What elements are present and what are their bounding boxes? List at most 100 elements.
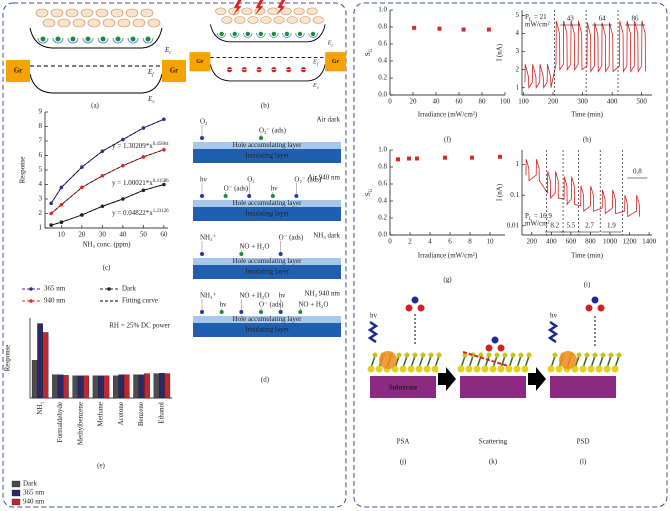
- y-tick-label: 0.4: [378, 57, 387, 65]
- data-point: [407, 156, 411, 161]
- atom: [603, 365, 611, 373]
- graphene: [162, 60, 186, 82]
- data-point: [121, 197, 125, 201]
- electron-cloud: [50, 8, 64, 18]
- bar: [52, 374, 58, 399]
- valence-band: [29, 73, 163, 94]
- y-tick-label: 3: [516, 47, 520, 55]
- bar: [42, 332, 49, 399]
- fit-equation: y = 1.00021*x0.41586: [112, 179, 169, 187]
- x-tick-label: 60: [160, 231, 168, 239]
- atom: [552, 352, 558, 358]
- step-title: NH₃ dark: [313, 232, 340, 240]
- electron: [100, 36, 106, 42]
- fit-equation-base: y = 1.30209*x: [112, 142, 153, 150]
- bar: [164, 373, 171, 399]
- x-tick-label: 400: [607, 98, 618, 106]
- atom: [510, 352, 516, 358]
- electron-cloud: [132, 18, 146, 28]
- species: [298, 310, 303, 314]
- x-tick-label: 30: [99, 231, 107, 239]
- species-label: O₂⁻ (ads): [259, 127, 287, 135]
- electron-cloud: [35, 8, 49, 18]
- atom: [367, 365, 375, 373]
- intensity-label: 64: [599, 15, 607, 23]
- gr-label: Gr: [170, 67, 179, 75]
- panel-label: (l): [580, 458, 587, 466]
- gr-label: Gr: [14, 67, 23, 75]
- electron-cloud: [299, 16, 311, 24]
- electron-cloud: [247, 16, 259, 24]
- y-tick-label: 0.1: [510, 191, 519, 199]
- legend-label: Dark: [23, 480, 37, 488]
- trap: [308, 33, 318, 38]
- fit-equation: y = 0.04822*x1.23126: [112, 209, 169, 217]
- x-tick-label: 200: [527, 238, 538, 246]
- electron-cloud: [57, 18, 71, 28]
- x-axis-label: Time (min): [571, 111, 603, 119]
- band-label: Ef: [312, 60, 319, 67]
- atom: [505, 365, 513, 373]
- panel-label: (f): [444, 136, 452, 144]
- substrate: [370, 376, 436, 398]
- x-tick-label: 8: [468, 238, 472, 246]
- bar: [118, 374, 125, 399]
- data-point: [121, 163, 125, 168]
- data-point: [415, 156, 419, 161]
- step-arrow: [528, 367, 546, 391]
- x-tick-label: 10: [487, 238, 495, 246]
- y-axis-label: Response: [4, 345, 12, 372]
- species: [200, 252, 204, 256]
- bar: [98, 375, 104, 399]
- band-label: Ev: [312, 84, 319, 91]
- y-tick-label: 4: [516, 29, 520, 37]
- panel-label: (g): [443, 276, 452, 284]
- species: [219, 310, 224, 314]
- atom: [396, 352, 402, 358]
- band-label-sub: c: [169, 51, 172, 56]
- atom: [465, 365, 473, 373]
- hv-label: hv: [370, 312, 378, 320]
- bar: [72, 375, 79, 399]
- atom: [611, 365, 619, 373]
- electron-cloud: [280, 7, 292, 16]
- x-tick-label: 20: [78, 231, 86, 239]
- atom: [486, 352, 492, 358]
- legend-marker: [29, 299, 33, 303]
- legend-marker: [107, 287, 111, 291]
- y-tick-label: 0.4: [378, 197, 387, 205]
- species-label: hν: [200, 176, 207, 184]
- fit-equation-exp: 0.41586: [153, 179, 169, 184]
- graphene: [189, 52, 211, 72]
- y-tick-label: 9: [39, 108, 43, 116]
- y-tick-label: 2: [39, 209, 43, 217]
- trap: [243, 33, 253, 38]
- chart-note: RH = 25% DC power: [109, 322, 170, 330]
- x-tick-label: Acetone: [117, 402, 125, 425]
- x-tick-label: 800: [585, 238, 596, 246]
- electron: [310, 31, 316, 37]
- electron: [271, 31, 277, 37]
- band-label: Ef: [147, 68, 154, 78]
- oxygen: [417, 304, 425, 312]
- species: [239, 310, 244, 314]
- left-frame: [2, 2, 347, 508]
- hole-layer: [193, 316, 341, 323]
- graphene: [6, 60, 30, 82]
- oxygen: [491, 336, 499, 344]
- panel-label: (b): [261, 102, 270, 110]
- hole-layer-label: Hole accumulating layer: [233, 199, 302, 207]
- y-axis-label: SG: [364, 188, 374, 196]
- electron-cloud: [221, 16, 233, 24]
- electron-cloud: [273, 16, 285, 24]
- y-tick-label: 6: [39, 151, 43, 159]
- atom: [489, 365, 497, 373]
- excitation: [379, 351, 397, 369]
- species-label: O₂: [247, 176, 255, 184]
- y-axis-label: Response: [19, 157, 27, 184]
- insulating-layer: [193, 207, 341, 221]
- hole-layer-label: Hole accumulating layer: [233, 257, 302, 265]
- atom: [608, 352, 614, 358]
- electron-cloud: [117, 18, 131, 28]
- legend-swatch: [11, 480, 21, 488]
